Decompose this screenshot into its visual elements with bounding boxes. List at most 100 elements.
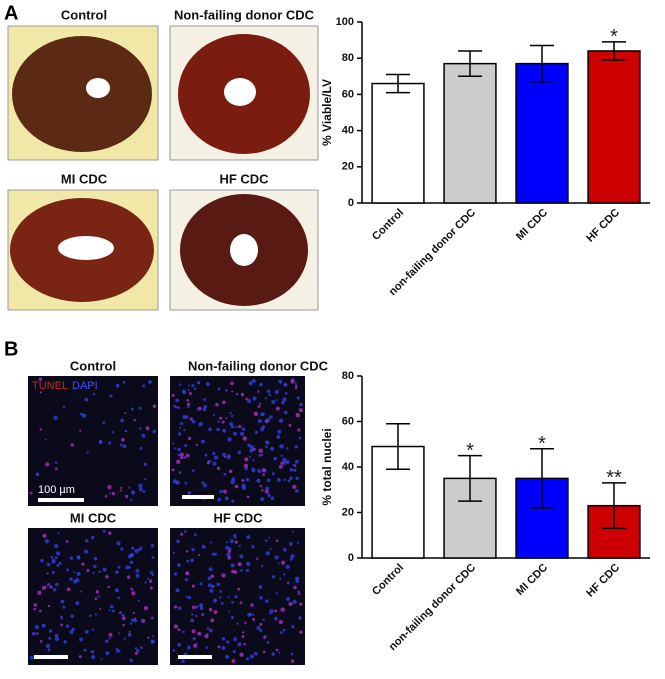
nucleus (266, 418, 270, 422)
nucleus (261, 425, 266, 429)
nucleus (126, 575, 131, 579)
nucleus (237, 562, 242, 567)
nucleus (227, 437, 232, 442)
nucleus (191, 629, 196, 634)
nucleus (55, 551, 61, 556)
nucleus (145, 426, 150, 431)
nucleus (247, 443, 252, 448)
nucleus (221, 420, 225, 424)
nucleus (269, 548, 272, 551)
nucleus (257, 469, 262, 474)
nucleus (259, 402, 262, 405)
nucleus (195, 615, 198, 618)
nucleus (108, 637, 111, 640)
nucleus (177, 563, 181, 567)
nucleus (283, 410, 288, 415)
nucleus (225, 545, 230, 550)
nucleus (185, 595, 188, 598)
nucleus (266, 641, 270, 644)
nucleus (104, 495, 108, 498)
nucleus (75, 578, 80, 583)
nucleus (84, 549, 89, 554)
nucleus (184, 481, 188, 485)
nucleus (186, 405, 190, 408)
nucleus (174, 405, 178, 409)
nucleus (121, 437, 125, 442)
nucleus (108, 609, 111, 612)
nucleus (245, 397, 248, 401)
nucleus (173, 447, 176, 450)
nucleus (261, 468, 266, 472)
nucleus (274, 555, 279, 560)
nucleus (111, 609, 115, 613)
nucleus (44, 585, 47, 588)
nucleus (62, 605, 66, 609)
nucleus (93, 564, 97, 569)
nucleus (143, 606, 149, 611)
nucleus (70, 443, 74, 447)
nucleus (185, 453, 190, 458)
nucleus (177, 447, 182, 452)
nucleus (274, 616, 278, 621)
y-tick-label: 80 (342, 52, 354, 64)
nucleus (239, 601, 243, 605)
nucleus (195, 443, 199, 446)
nucleus (195, 605, 199, 609)
nucleus (36, 632, 39, 635)
nucleus (177, 453, 181, 457)
nucleus (207, 576, 212, 581)
nucleus (130, 622, 133, 625)
nucleus (279, 631, 283, 635)
nucleus (144, 477, 147, 481)
nucleus (280, 607, 285, 612)
nucleus (54, 467, 58, 470)
nucleus (230, 414, 234, 418)
nucleus (226, 454, 231, 459)
nucleus (131, 591, 136, 596)
nucleus (117, 596, 121, 600)
nucleus (147, 636, 150, 639)
scale-bar (182, 495, 214, 499)
nucleus (252, 617, 256, 621)
nucleus (269, 415, 273, 419)
nucleus (297, 428, 301, 432)
nucleus (125, 494, 129, 498)
nucleus (215, 402, 219, 407)
nucleus (267, 536, 270, 539)
nucleus (193, 533, 197, 537)
nucleus (184, 444, 188, 448)
nucleus (92, 571, 95, 574)
nucleus (177, 406, 180, 409)
nucleus (65, 624, 69, 628)
nucleus (115, 570, 119, 575)
nucleus (132, 611, 135, 615)
nucleus (217, 645, 221, 649)
nucleus (201, 481, 205, 485)
nucleus (189, 417, 193, 421)
nucleus (186, 645, 191, 650)
nucleus (86, 451, 89, 454)
nucleus (293, 585, 297, 590)
nucleus (220, 601, 224, 605)
nucleus (263, 635, 267, 638)
nucleus (173, 624, 179, 629)
nucleus (98, 570, 101, 573)
nucleus (45, 643, 51, 649)
nucleus (261, 453, 264, 456)
nucleus (66, 568, 69, 572)
nucleus (186, 398, 189, 402)
micrograph-grid (28, 376, 305, 665)
nucleus (135, 573, 140, 578)
nucleus (231, 390, 234, 393)
x-tick-label: MI CDC (514, 562, 550, 598)
photo-caption: Non-failing donor CDC (174, 7, 315, 22)
nucleus (144, 581, 147, 584)
nucleus (176, 459, 181, 465)
nucleus (33, 603, 37, 607)
nucleus (85, 538, 89, 543)
nucleus (56, 564, 60, 567)
nucleus (267, 493, 271, 498)
nucleus (232, 650, 236, 654)
nucleus (180, 421, 184, 426)
nucleus (199, 606, 204, 611)
